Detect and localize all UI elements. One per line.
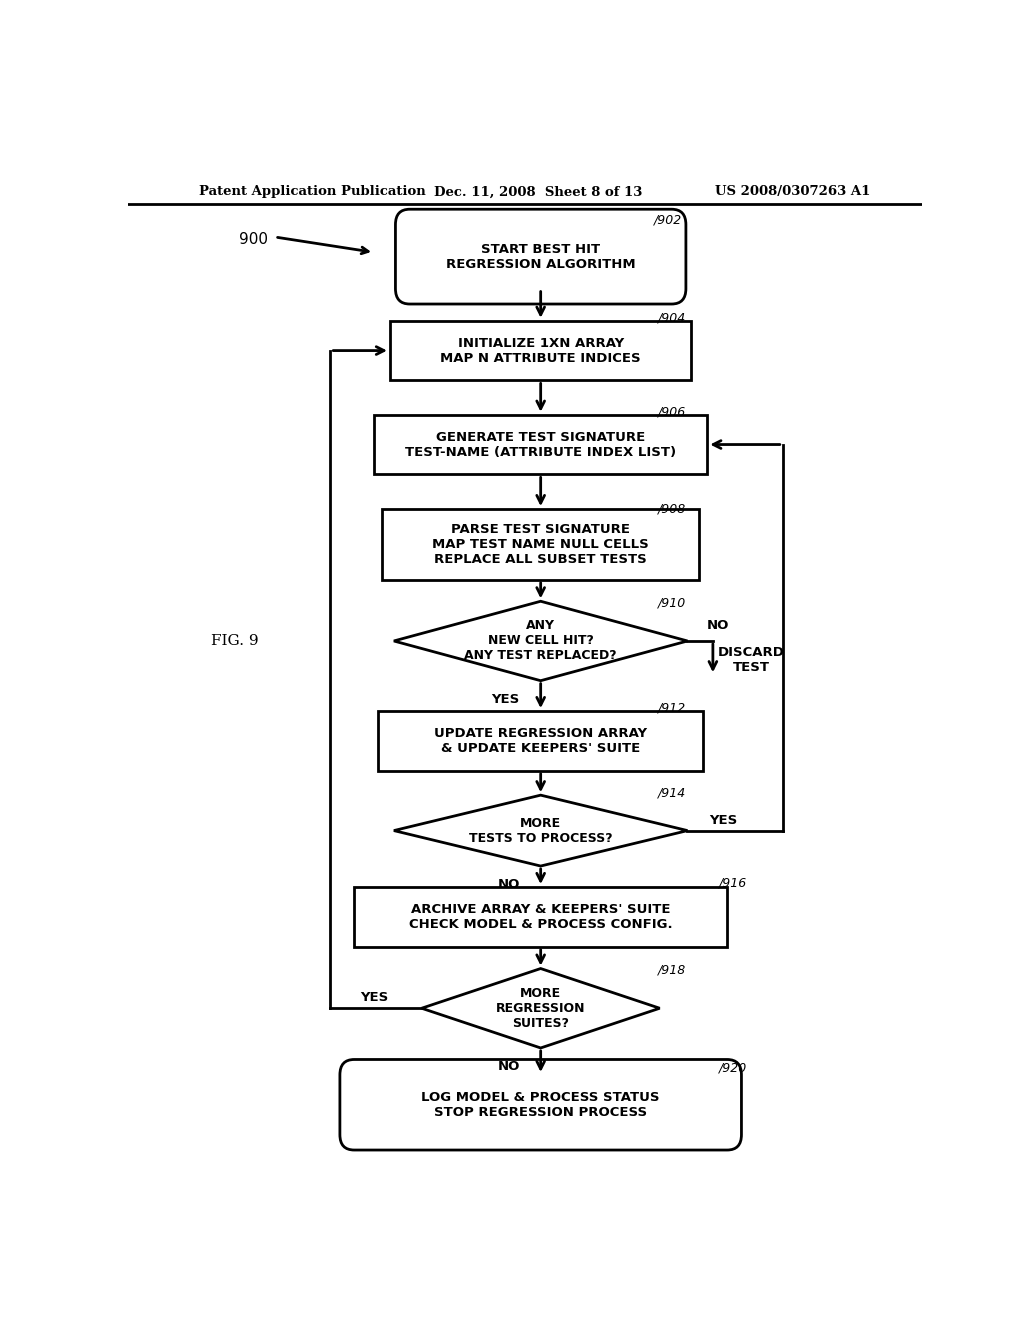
Text: UPDATE REGRESSION ARRAY
& UPDATE KEEPERS' SUITE: UPDATE REGRESSION ARRAY & UPDATE KEEPERS… — [434, 727, 647, 755]
Bar — [354, 887, 727, 946]
Bar — [382, 510, 699, 579]
Text: LOG MODEL & PROCESS STATUS
STOP REGRESSION PROCESS: LOG MODEL & PROCESS STATUS STOP REGRESSI… — [422, 1090, 659, 1119]
Text: MORE
REGRESSION
SUITES?: MORE REGRESSION SUITES? — [496, 987, 586, 1030]
Text: YES: YES — [490, 693, 519, 706]
Text: START BEST HIT
REGRESSION ALGORITHM: START BEST HIT REGRESSION ALGORITHM — [445, 243, 636, 271]
Text: /910: /910 — [658, 597, 686, 610]
Text: GENERATE TEST SIGNATURE
TEST-NAME (ATTRIBUTE INDEX LIST): GENERATE TEST SIGNATURE TEST-NAME (ATTRI… — [406, 430, 676, 458]
Text: 900: 900 — [240, 232, 268, 247]
Text: /914: /914 — [658, 787, 686, 800]
Text: /902: /902 — [654, 214, 682, 227]
FancyBboxPatch shape — [395, 209, 686, 304]
Bar — [378, 711, 703, 771]
Text: US 2008/0307263 A1: US 2008/0307263 A1 — [715, 185, 870, 198]
Bar — [374, 414, 708, 474]
Text: MORE
TESTS TO PROCESS?: MORE TESTS TO PROCESS? — [469, 817, 612, 845]
Text: FIG. 9: FIG. 9 — [211, 634, 259, 648]
Text: /912: /912 — [658, 702, 686, 715]
Text: NO: NO — [707, 619, 729, 632]
Text: /916: /916 — [719, 876, 748, 890]
Text: ARCHIVE ARRAY & KEEPERS' SUITE
CHECK MODEL & PROCESS CONFIG.: ARCHIVE ARRAY & KEEPERS' SUITE CHECK MOD… — [409, 903, 673, 931]
Polygon shape — [394, 602, 687, 681]
FancyBboxPatch shape — [340, 1060, 741, 1150]
Text: /908: /908 — [658, 502, 686, 515]
Text: NO: NO — [498, 1060, 520, 1073]
Text: PARSE TEST SIGNATURE
MAP TEST NAME NULL CELLS
REPLACE ALL SUBSET TESTS: PARSE TEST SIGNATURE MAP TEST NAME NULL … — [432, 523, 649, 566]
Text: YES: YES — [359, 991, 388, 1005]
Text: INITIALIZE 1XN ARRAY
MAP N ATTRIBUTE INDICES: INITIALIZE 1XN ARRAY MAP N ATTRIBUTE IND… — [440, 337, 641, 364]
Text: DISCARD
TEST: DISCARD TEST — [718, 645, 784, 673]
Text: ANY
NEW CELL HIT?
ANY TEST REPLACED?: ANY NEW CELL HIT? ANY TEST REPLACED? — [464, 619, 617, 663]
Text: Patent Application Publication: Patent Application Publication — [200, 185, 426, 198]
Bar — [390, 321, 691, 380]
Text: Dec. 11, 2008  Sheet 8 of 13: Dec. 11, 2008 Sheet 8 of 13 — [433, 185, 642, 198]
Text: /906: /906 — [658, 405, 686, 418]
Text: NO: NO — [498, 878, 520, 891]
Polygon shape — [422, 969, 659, 1048]
Text: /920: /920 — [719, 1061, 748, 1074]
Polygon shape — [394, 795, 687, 866]
Text: YES: YES — [709, 814, 737, 826]
Text: /918: /918 — [658, 964, 686, 977]
Text: /904: /904 — [658, 312, 686, 325]
